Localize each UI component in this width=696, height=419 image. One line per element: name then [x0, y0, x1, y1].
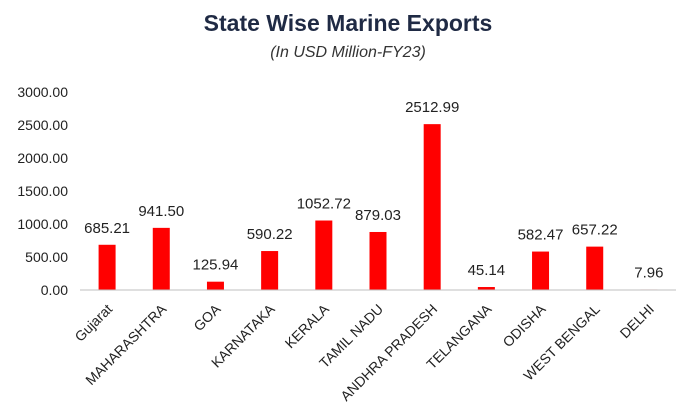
- x-tick-label: GOA: [190, 300, 224, 334]
- chart-title: State Wise Marine Exports: [203, 10, 493, 36]
- chart-subtitle: (In USD Million-FY23): [270, 44, 426, 61]
- bar-kerala: [315, 220, 333, 290]
- data-label: 941.50: [138, 203, 184, 220]
- x-tick-label: ANDHRA PRADESH: [337, 301, 440, 404]
- bar-telangana: [477, 287, 495, 290]
- y-tick-label: 1500.00: [17, 183, 68, 199]
- bar-maharashtra: [152, 227, 170, 290]
- data-label: 657.22: [572, 222, 618, 239]
- y-tick-label: 2000.00: [17, 150, 68, 166]
- data-label: 45.14: [468, 262, 506, 279]
- data-label: 685.21: [84, 220, 130, 237]
- data-label: 582.47: [518, 227, 564, 244]
- y-tick-label: 0.00: [41, 282, 68, 298]
- y-tick-label: 1000.00: [17, 216, 68, 232]
- bar-tamil-nadu: [369, 231, 387, 290]
- data-label: 7.96: [634, 264, 663, 281]
- y-tick-label: 3000.00: [17, 84, 68, 100]
- y-tick-label: 2500.00: [17, 117, 68, 133]
- x-tick-label: DELHI: [617, 301, 657, 341]
- bar-west-bengal: [586, 246, 604, 290]
- data-label: 879.03: [355, 207, 401, 224]
- data-label: 590.22: [247, 226, 293, 243]
- bar-odisha: [532, 251, 550, 290]
- bar-gujarat: [98, 244, 116, 290]
- bar-karnataka: [261, 251, 279, 290]
- x-tick-label: ODISHA: [499, 300, 549, 350]
- bars-group: [98, 124, 658, 290]
- data-label: 2512.99: [405, 99, 459, 116]
- bar-goa: [206, 281, 224, 290]
- data-label: 1052.72: [297, 196, 351, 213]
- y-axis: 0.00 500.00 1000.00 1500.00 2000.00 2500.00 30…: [17, 84, 68, 298]
- data-label: 125.94: [193, 257, 239, 274]
- y-tick-label: 500.00: [25, 249, 68, 265]
- x-tick-label: KERALA: [282, 300, 333, 351]
- bar-andhra-pradesh: [423, 124, 441, 290]
- x-tick-label: Gujarat: [71, 301, 115, 345]
